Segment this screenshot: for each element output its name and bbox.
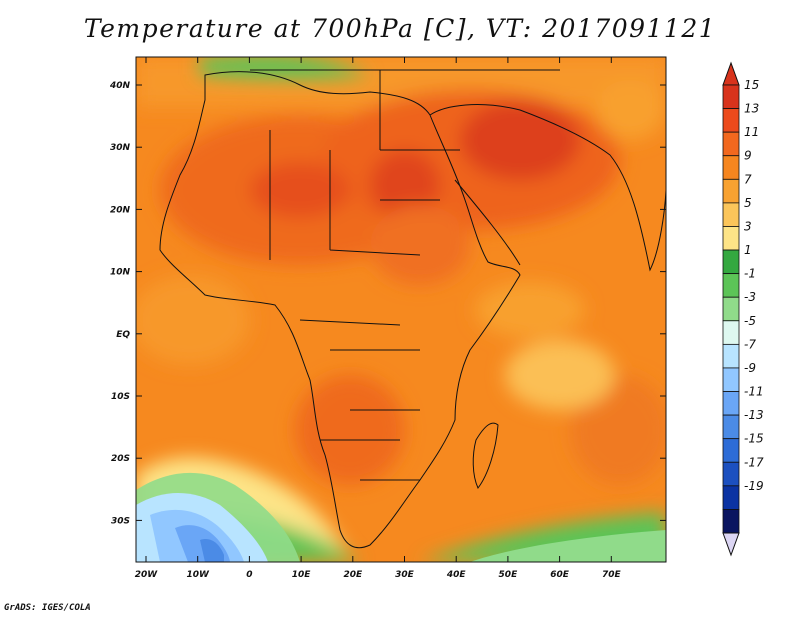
colorbar-swatch <box>722 84 740 109</box>
lon-label: 10W <box>186 570 210 580</box>
chart-title: Temperature at 700hPa [C], VT: 201709112… <box>83 14 717 43</box>
lat-label: 20N <box>110 205 131 215</box>
lon-label: 60E <box>550 570 570 580</box>
lat-label: 40N <box>109 81 131 91</box>
colorbar-label: -1 <box>744 267 756 281</box>
lon-label: 70E <box>602 570 622 580</box>
colorbar-label: 7 <box>744 172 752 186</box>
colorbar-label: -11 <box>744 385 764 399</box>
colorbar: 15 13 11 9 7 5 3 1 -1 -3 -5 -7 -9 -11 -13 -15 -17 -19 <box>722 61 764 557</box>
colorbar-label: -17 <box>744 455 764 469</box>
colorbar-label: -9 <box>744 361 756 375</box>
colorbar-swatch <box>722 108 740 133</box>
colorbar-swatch <box>722 320 740 345</box>
colorbar-swatch <box>722 226 740 251</box>
colorbar-label: 9 <box>744 149 752 163</box>
lon-label: 40E <box>446 570 467 580</box>
colorbar-label: 15 <box>744 78 759 92</box>
colorbar-swatch <box>722 414 740 440</box>
colorbar-label: 1 <box>744 243 752 257</box>
lon-label: 20E <box>343 570 363 580</box>
colorbar-label: -3 <box>744 290 756 304</box>
lon-label: 0 <box>246 570 252 580</box>
latitude-axis: 40N 30N 20N 10N EQ 10S 20S 30S <box>109 81 666 526</box>
lat-label: EQ <box>116 330 130 340</box>
colorbar-swatch <box>722 438 740 463</box>
colorbar-label: -5 <box>744 314 756 328</box>
lat-label: 30S <box>111 516 130 526</box>
colorbar-swatch <box>722 155 740 180</box>
colorbar-swatch <box>722 391 740 416</box>
colorbar-swatch <box>722 249 740 275</box>
colorbar-label: 11 <box>744 125 759 139</box>
map-frame <box>135 56 667 563</box>
longitude-axis: 20W 10W 0 10E 20E 30E 40E 50E 60E 70E <box>135 57 622 580</box>
colorbar-swatch <box>722 273 740 298</box>
lat-label: 30N <box>110 143 131 153</box>
colorbar-swatch <box>722 131 740 157</box>
colorbar-label: -19 <box>744 479 764 493</box>
coastlines <box>159 69 666 549</box>
lon-label: 30E <box>395 570 415 580</box>
colorbar-swatch <box>722 367 740 392</box>
lat-label: 20S <box>111 454 130 464</box>
colorbar-top-arrow <box>722 61 740 86</box>
lon-label: 20W <box>135 570 159 580</box>
colorbar-swatch <box>722 202 740 227</box>
colorbar-swatch <box>722 178 740 204</box>
colorbar-label: -13 <box>744 408 764 422</box>
lat-label: 10N <box>110 268 131 278</box>
lon-label: 10E <box>292 570 312 580</box>
colorbar-swatch <box>722 343 740 369</box>
colorbar-swatch <box>722 485 740 510</box>
lon-label: 50E <box>499 570 519 580</box>
grads-credit: GrADS: IGES/COLA <box>4 603 91 613</box>
colorbar-swatch <box>722 509 740 534</box>
colorbar-label: 13 <box>744 102 759 116</box>
colorbar-label: 5 <box>744 196 752 210</box>
colorbar-label: -15 <box>744 432 764 446</box>
colorbar-swatch <box>722 461 740 487</box>
colorbar-swatch <box>722 296 740 322</box>
colorbar-label: 3 <box>744 219 752 233</box>
temperature-field <box>136 57 666 562</box>
colorbar-bottom-arrow <box>722 532 740 557</box>
lat-label: 10S <box>111 392 130 402</box>
colorbar-label: -7 <box>744 337 756 351</box>
